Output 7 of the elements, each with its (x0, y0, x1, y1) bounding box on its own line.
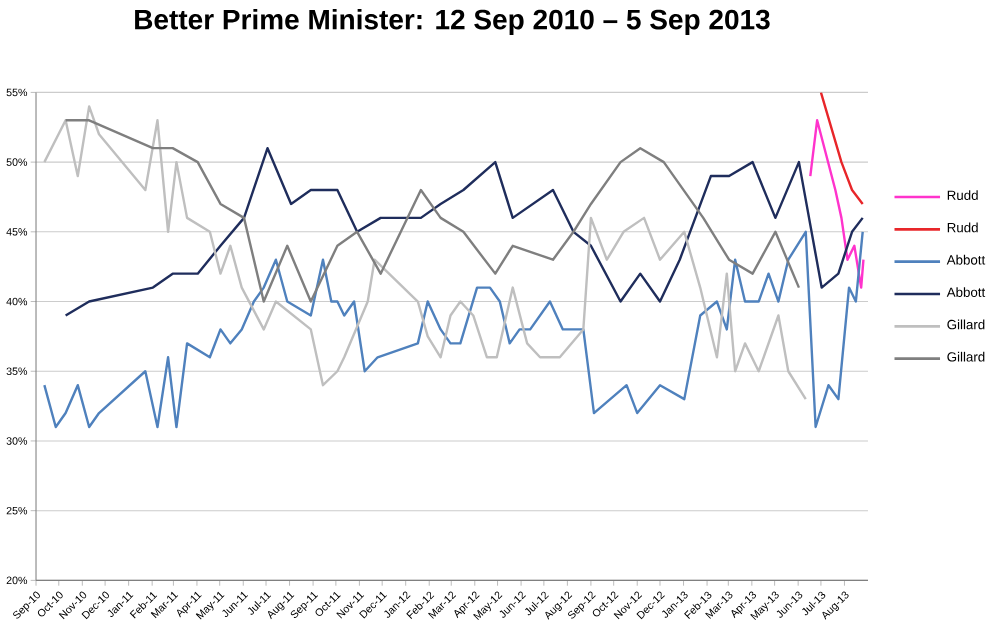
chart-title: Better Prime Minister: 12 Sep 2010 – 5 Sep 2013 (135, 8, 770, 35)
line-series (809, 118, 865, 289)
line-series (43, 230, 864, 429)
line-series (64, 146, 864, 317)
line-series (64, 118, 801, 303)
line-series (819, 92, 864, 205)
line-series (43, 104, 807, 401)
